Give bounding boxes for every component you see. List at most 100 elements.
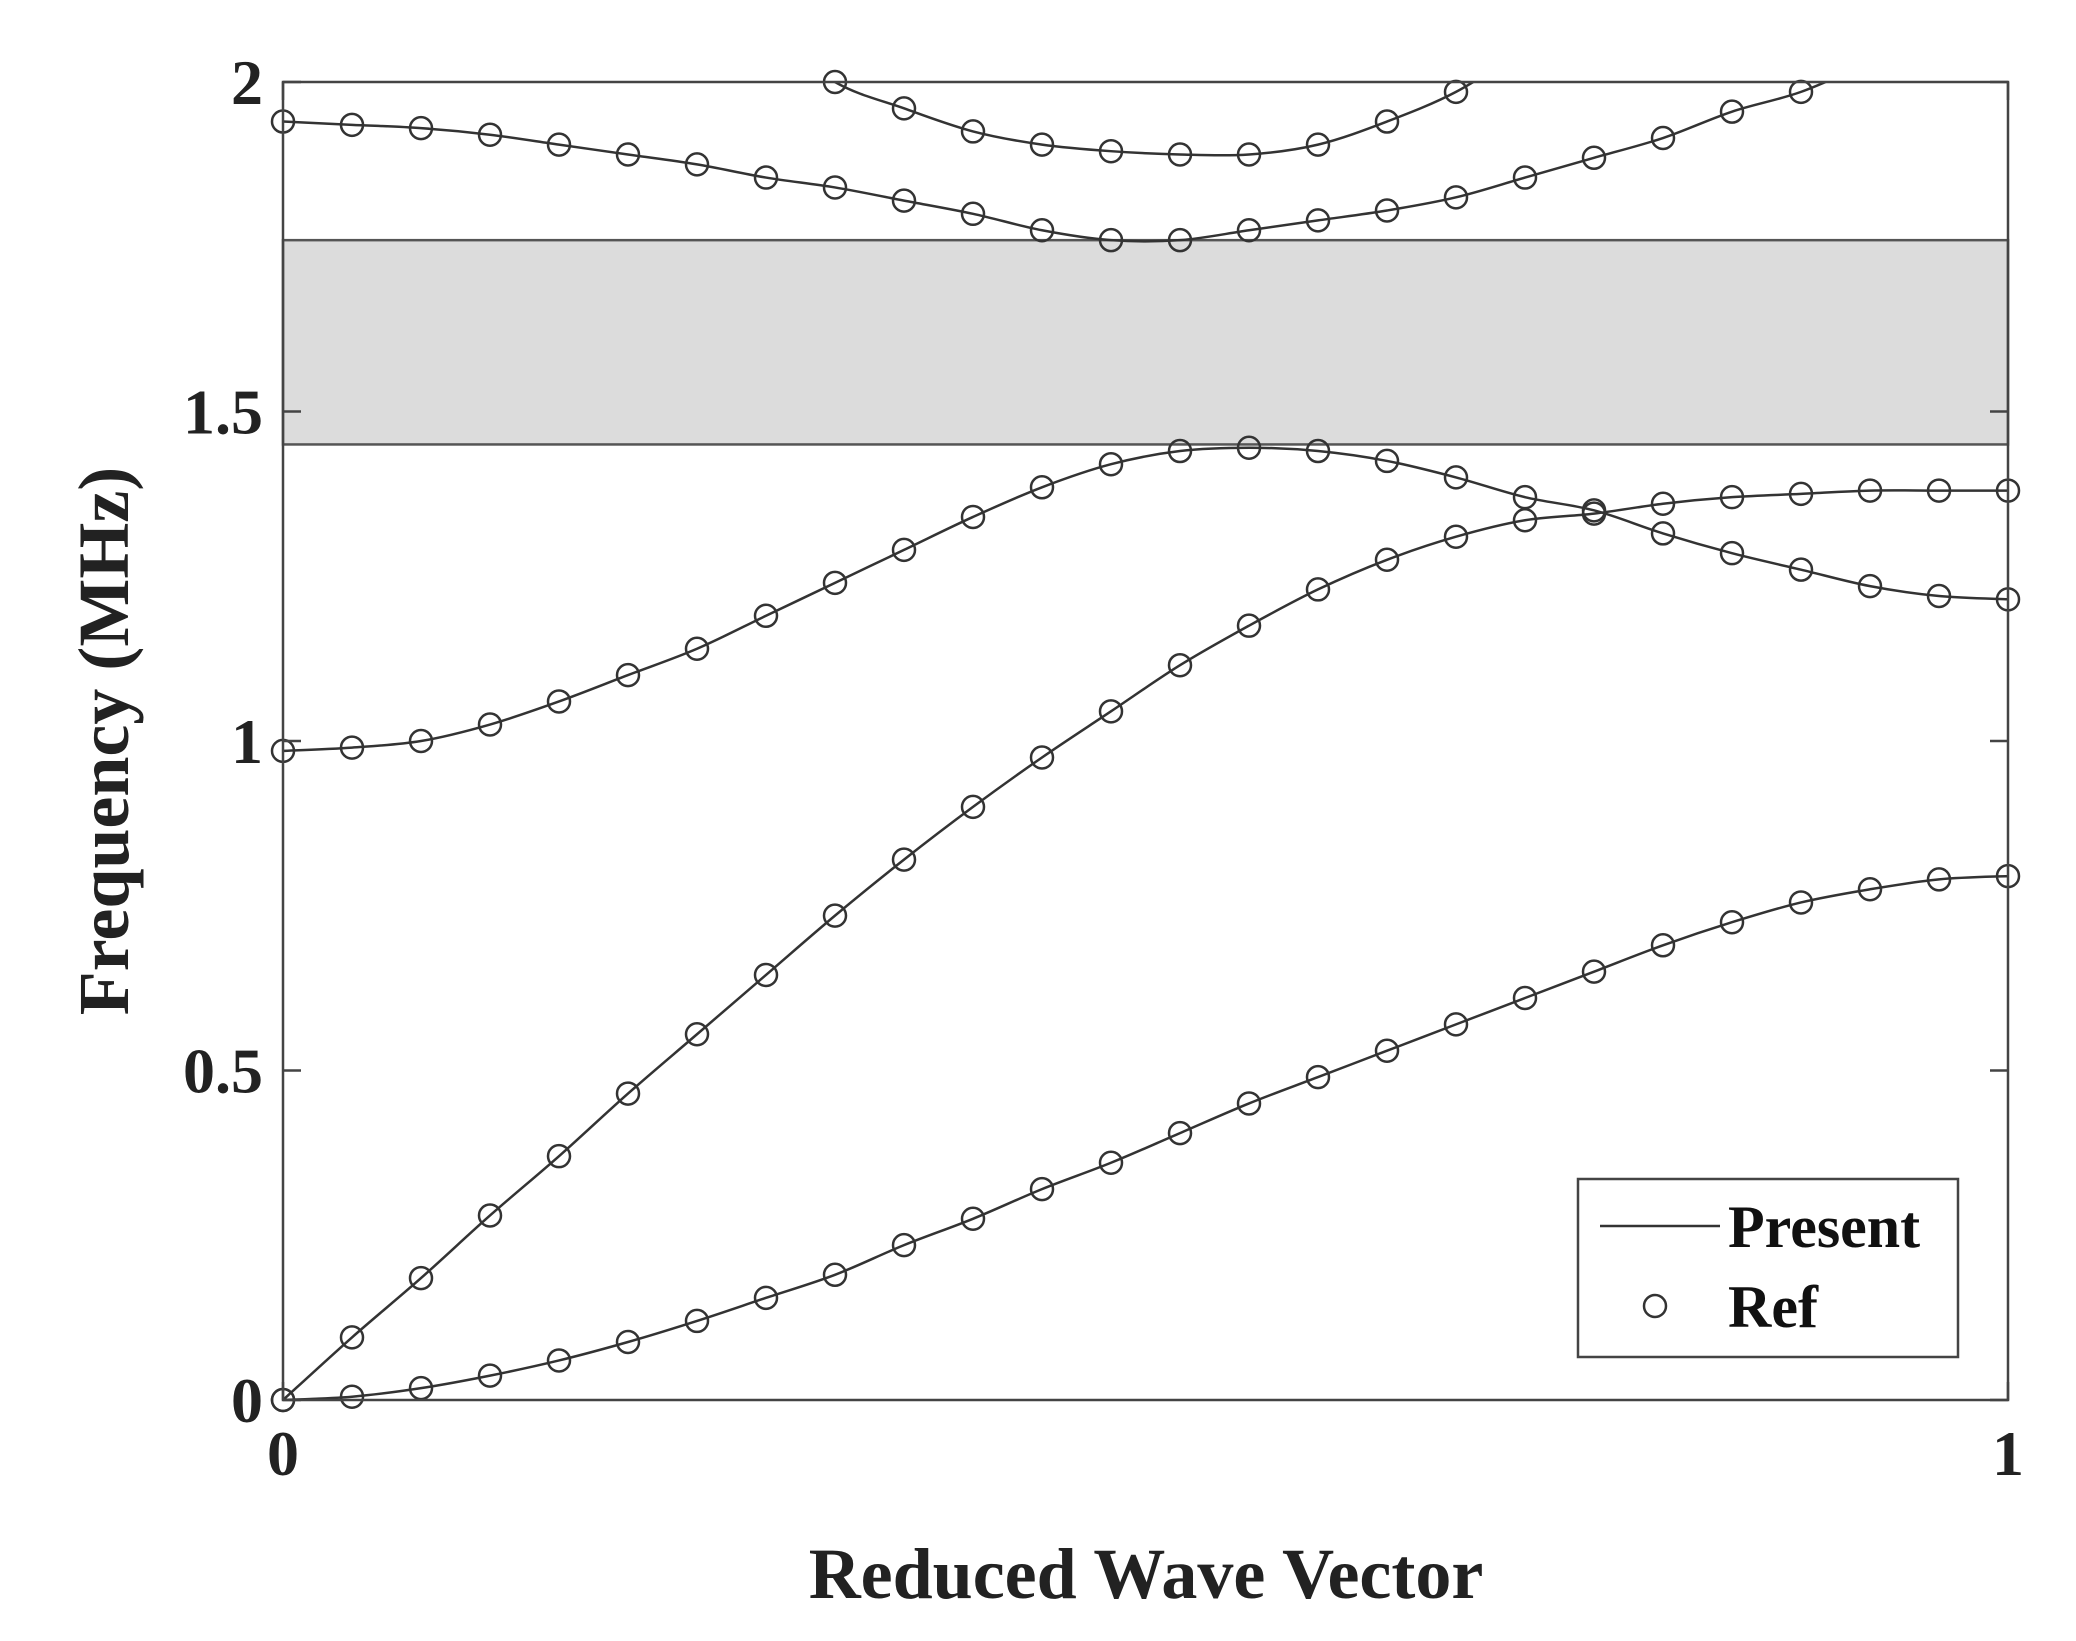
ref-point-band-3 [1857, 573, 1883, 599]
ref-point-band-4 [684, 152, 710, 177]
ref-point-band-1 [1374, 1038, 1400, 1063]
ref-point-band-1 [1236, 1091, 1262, 1116]
ref-point-band-3 [891, 537, 917, 563]
ref-point-band-1 [1512, 985, 1538, 1011]
ref-point-band-1 [1857, 877, 1883, 902]
y-axis-title: Frequency (MHz) [64, 467, 144, 1016]
tick-layer [281, 80, 2010, 1402]
ref-point-band-4 [1581, 145, 1607, 171]
ref-point-band-2 [1167, 652, 1193, 678]
ref-point-band-3 [1374, 448, 1400, 474]
ref-point-band-2 [1650, 491, 1676, 517]
ref-point-band-1 [1719, 909, 1745, 935]
ref-point-band-1 [477, 1363, 503, 1388]
y-tick-label: 0.5 [183, 1036, 263, 1107]
ref-point-band-1 [1029, 1176, 1055, 1202]
ref-point-band-2 [891, 847, 917, 872]
ref-point-band-5 [1374, 109, 1400, 134]
ref-point-band-3 [1443, 465, 1469, 490]
ref-point-band-1 [1305, 1064, 1331, 1090]
ref-point-band-4 [1374, 198, 1400, 223]
ref-point-band-4 [408, 115, 434, 141]
ref-point-band-2 [1236, 613, 1262, 638]
ref-point-band-3 [1650, 521, 1676, 546]
ref-point-band-1 [1167, 1120, 1193, 1146]
ref-point-band-2 [1443, 524, 1469, 549]
y-tick-label: 0 [231, 1365, 263, 1436]
series-line-band-1 [283, 874, 2008, 1400]
ref-point-band-2 [960, 794, 986, 820]
legend-circle-marker [1642, 1293, 1668, 1319]
ref-point-band-4 [960, 201, 986, 227]
ref-point-band-4 [546, 132, 572, 157]
ref-point-band-2 [339, 1325, 365, 1350]
ref-point-band-4 [1512, 165, 1538, 190]
ref-point-band-2 [1926, 478, 1952, 503]
ref-point-band-2 [408, 1265, 434, 1291]
ref-point-band-2 [615, 1081, 641, 1106]
ref-point-band-2 [1857, 478, 1883, 503]
y-tick-label: 1 [231, 706, 263, 777]
ref-point-band-4 [753, 165, 779, 190]
ref-point-band-3 [615, 662, 641, 688]
ref-point-band-3 [1236, 435, 1262, 460]
series-line-band-3 [283, 446, 2008, 753]
ref-point-band-4 [477, 122, 503, 147]
ref-point-band-5 [1029, 132, 1055, 157]
ref-point-band-3 [1305, 438, 1331, 464]
ref-point-band-4 [1029, 218, 1055, 243]
ref-point-band-3 [477, 712, 503, 737]
ref-point-band-1 [1581, 959, 1607, 984]
series-line-band-2 [283, 489, 2008, 1400]
ref-point-band-1 [684, 1308, 710, 1334]
legend-label-present: Present [1728, 1194, 1920, 1260]
ref-point-band-3 [1167, 438, 1193, 464]
ref-point-band-2 [477, 1203, 503, 1228]
band-gap-layer [281, 238, 2010, 446]
x-axis-title: Reduced Wave Vector [809, 1534, 1484, 1614]
ref-point-band-1 [1926, 867, 1952, 892]
x-tick-label: 1 [1992, 1418, 2024, 1489]
ref-point-band-3 [1029, 475, 1055, 500]
ref-point-band-3 [822, 570, 848, 596]
ref-point-band-4 [1098, 227, 1124, 253]
ref-point-band-1 [339, 1384, 365, 1409]
ref-point-band-2 [1719, 484, 1745, 510]
ref-point-band-3 [1719, 540, 1745, 566]
ref-point-band-4 [339, 112, 365, 138]
series-layer [283, 82, 2008, 1400]
ref-point-band-1 [891, 1232, 917, 1258]
ref-point-band-2 [1098, 699, 1124, 724]
legend: Present Ref [1576, 1177, 1960, 1359]
ref-point-band-5 [1098, 138, 1124, 164]
ref-point-band-4 [822, 175, 848, 200]
ref-point-band-3 [339, 735, 365, 760]
ref-point-band-4 [1443, 185, 1469, 210]
ref-point-band-4 [1236, 218, 1262, 243]
ref-point-band-2 [1374, 547, 1400, 573]
tick-label-layer: 0 0.5 1 1.5 2 0 1 [183, 47, 2024, 1489]
ref-point-band-4 [891, 188, 917, 213]
ref-point-band-5 [960, 119, 986, 144]
ref-point-band-1 [822, 1262, 848, 1288]
ref-point-band-1 [1788, 890, 1814, 915]
ref-point-band-3 [1512, 484, 1538, 510]
ref-point-band-2 [684, 1022, 710, 1047]
ref-point-band-3 [1098, 451, 1124, 477]
ref-point-band-3 [408, 728, 434, 754]
ref-point-band-4 [615, 142, 641, 167]
ref-point-band-5 [1236, 142, 1262, 167]
legend-label-ref: Ref [1728, 1274, 1819, 1340]
band-gap-region [281, 238, 2010, 446]
ref-point-band-2 [1305, 577, 1331, 602]
ref-point-band-3 [960, 504, 986, 530]
ref-point-band-4 [1167, 227, 1193, 253]
ref-point-band-2 [1029, 745, 1055, 770]
ref-point-band-3 [546, 689, 572, 714]
ref-point-band-4 [1305, 208, 1331, 233]
y-tick-label: 2 [231, 47, 263, 118]
ref-point-band-5 [1167, 142, 1193, 167]
ref-point-band-3 [1581, 498, 1607, 523]
ref-point-band-1 [753, 1285, 779, 1311]
